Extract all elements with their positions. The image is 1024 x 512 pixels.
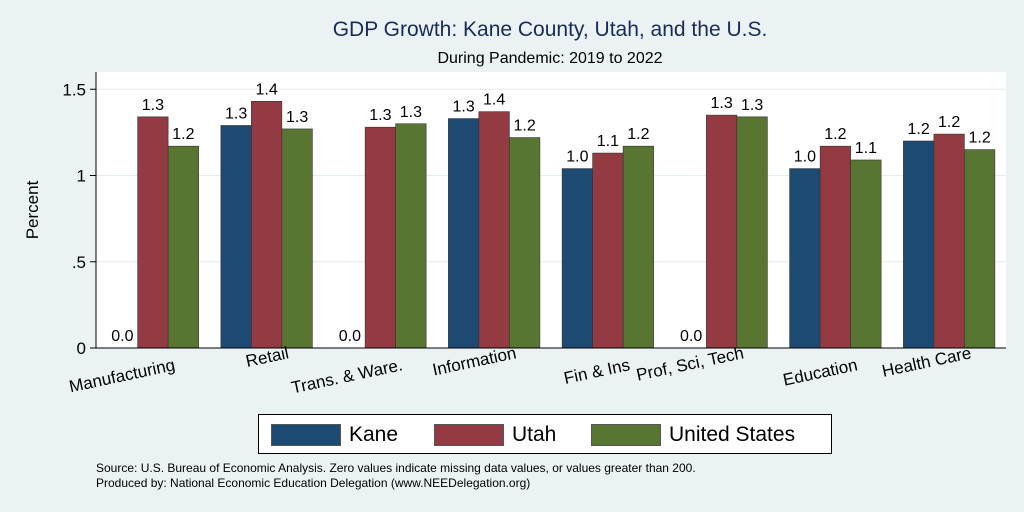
y-tick-label: 0 [77,339,86,358]
bar [167,145,199,349]
bar [281,128,313,349]
footnote-producer: Produced by: National Economic Education… [96,476,531,490]
data-label: 1.4 [256,81,278,98]
bar [903,140,935,349]
chart-title: GDP Growth: Kane County, Utah, and the U… [332,18,768,41]
bar [137,116,169,349]
bar [561,168,593,349]
data-label: 1.1 [855,140,877,157]
bar [478,111,510,349]
data-label: 1.2 [627,126,649,143]
chart-subtitle: During Pandemic: 2019 to 2022 [437,50,663,67]
legend-swatch-united-states [591,424,661,446]
x-tick-label: Health Care [880,343,973,380]
bar [592,152,624,349]
data-label: 1.4 [483,92,505,109]
legend-label-united-states: United States [669,423,796,446]
data-label: 1.2 [969,130,991,147]
bar [736,116,768,349]
data-label: 1.1 [597,133,619,150]
bar [850,159,882,349]
bar [789,168,821,349]
data-label: 0.0 [111,328,133,345]
bar [395,123,427,349]
x-tick-label: Prof, Sci, Tech [635,343,746,384]
data-label: 1.3 [711,95,733,112]
bar [509,137,541,349]
bar [819,145,851,349]
legend-swatch-utah [434,424,504,446]
x-tick-label: Fin & Ins [562,355,632,388]
data-label: 0.0 [680,328,702,345]
x-tick-label: Education [781,355,859,389]
bar [964,149,996,349]
data-label: 1.3 [400,104,422,121]
y-tick-label: 1 [77,167,86,186]
data-label: 1.0 [566,149,588,166]
legend-label-kane: Kane [349,423,399,446]
legend-item-united-states: United States [591,423,795,447]
data-label: 1.3 [142,97,164,114]
data-label: 1.3 [453,99,475,116]
data-label: 1.2 [938,114,960,131]
legend-swatch-kane [271,424,341,446]
data-label: 0.0 [339,328,361,345]
footnote: Source: U.S. Bureau of Economic Analysis… [96,461,696,491]
bar [622,145,654,349]
data-label: 1.3 [225,105,247,122]
legend-item-kane: Kane [271,423,398,447]
bar [706,114,738,349]
y-tick-label: .5 [72,253,86,272]
data-label: 1.2 [172,126,194,143]
bar [933,133,965,349]
bar [251,101,283,349]
data-label: 1.2 [514,118,536,135]
data-label: 1.0 [794,149,816,166]
x-tick-label: Manufacturing [67,355,176,396]
data-label: 1.3 [741,97,763,114]
data-label: 1.3 [369,107,391,124]
x-tick-label: Information [431,343,518,379]
footnote-source: Source: U.S. Bureau of Economic Analysis… [96,461,696,475]
y-axis-label: Percent [23,180,42,239]
y-tick-label: 1.5 [62,80,86,99]
data-label: 1.3 [286,109,308,126]
legend-label-utah: Utah [512,423,557,446]
bar [220,125,252,349]
x-tick-label: Trans. & Ware. [290,355,405,397]
data-label: 1.2 [908,121,930,138]
data-label: 1.2 [824,126,846,143]
legend: Kane Utah United States [258,414,832,454]
legend-item-utah: Utah [434,423,556,447]
bar [448,118,480,349]
bar [364,126,396,349]
